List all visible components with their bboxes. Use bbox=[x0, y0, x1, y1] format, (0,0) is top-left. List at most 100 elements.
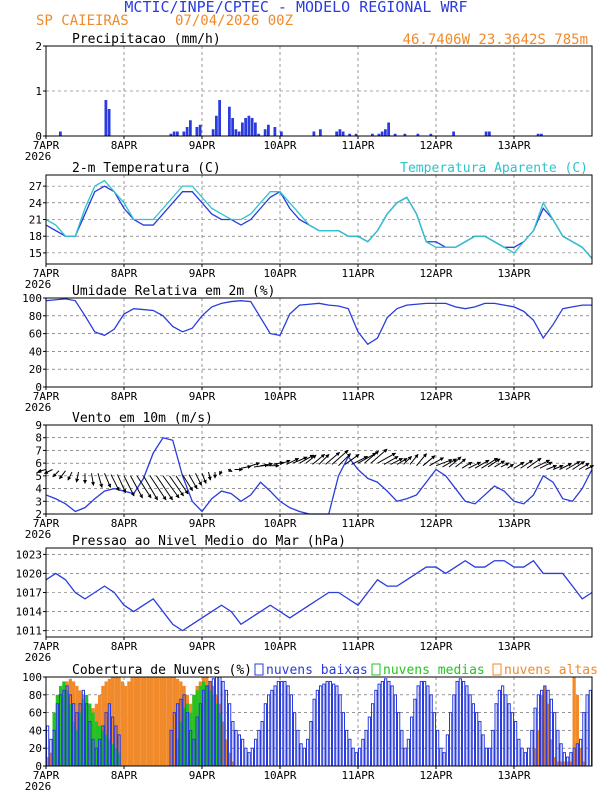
wind-arrow bbox=[312, 453, 326, 465]
wind-arrow bbox=[338, 453, 351, 467]
wind-ytick-label: 8 bbox=[35, 432, 42, 445]
pressure-ytick-label: 1023 bbox=[16, 548, 43, 561]
cloud-bar-nuvens-altas bbox=[553, 757, 557, 766]
precip-bar bbox=[59, 131, 62, 136]
wind-arrow bbox=[416, 453, 427, 467]
precip-bar bbox=[169, 133, 173, 136]
precip-bar bbox=[247, 115, 251, 136]
wind-arrow bbox=[123, 475, 135, 497]
cloud-bar-nuvens-altas bbox=[536, 730, 540, 766]
rh-ytick-label: 40 bbox=[29, 345, 42, 358]
rh-frame bbox=[45, 297, 593, 388]
clouds-ytick-label: 60 bbox=[29, 707, 42, 720]
precip-bar bbox=[176, 131, 179, 136]
wind-ytick-label: 4 bbox=[35, 483, 42, 496]
precip-bar bbox=[387, 122, 391, 136]
cloud-bar-nuvens-altas bbox=[159, 677, 163, 766]
cloud-bar-nuvens-altas bbox=[575, 694, 579, 766]
pressure-xtick-label: 13APR bbox=[497, 640, 530, 653]
cloud-bar-nuvens-medias bbox=[94, 721, 98, 766]
wind-arrow bbox=[526, 457, 542, 469]
wind-arrow bbox=[156, 475, 173, 501]
precip-bar bbox=[280, 131, 283, 136]
clouds-panel: 0 20 40 60 80 100 7APR 8APR 9APR 10APR 11APR 12APR 1… bbox=[22, 663, 598, 793]
wind-arrow bbox=[357, 452, 377, 464]
wind-title: Vento em 10m (m/s) bbox=[72, 411, 213, 426]
wind-arrow bbox=[219, 470, 223, 476]
precip-bar bbox=[241, 122, 244, 136]
wind-ytick-label: 3 bbox=[35, 495, 42, 508]
precip-bar bbox=[257, 133, 261, 136]
pressure-ytick-label: 1014 bbox=[16, 606, 43, 619]
temp-xtick-label: 12APR bbox=[419, 267, 452, 280]
cloud-bar-nuvens-altas bbox=[75, 685, 79, 766]
pressure-ytick-label: 1020 bbox=[16, 567, 43, 580]
rh-year-label: 2026 bbox=[25, 401, 52, 414]
wind-arrow bbox=[37, 468, 47, 473]
wind-arrow bbox=[474, 459, 490, 469]
rh-xtick-label: 9APR bbox=[189, 390, 216, 403]
precip-xtick-label: 7APR bbox=[33, 139, 60, 152]
cloud-bar-nuvens-altas bbox=[156, 677, 160, 766]
cloud-bar-nuvens-altas bbox=[169, 677, 173, 766]
wind-arrow bbox=[461, 461, 473, 469]
wind-arrow bbox=[130, 475, 143, 499]
wind-year-label: 2026 bbox=[25, 528, 52, 541]
wind-frame bbox=[45, 424, 593, 515]
wind-arrow bbox=[188, 474, 198, 490]
wind-arrow bbox=[364, 450, 380, 464]
cloud-bar-nuvens-medias bbox=[75, 730, 79, 766]
cloud-bar-nuvens-altas bbox=[540, 694, 544, 766]
header-run: 07/04/2026 00Z bbox=[175, 13, 293, 29]
clouds-ytick-label: 0 bbox=[35, 760, 42, 773]
cloud-bar-nuvens-altas bbox=[46, 757, 50, 766]
cloud-bar-nuvens-medias bbox=[65, 690, 69, 766]
precip-panel: 0 1 2 7APR 8APR 9APR 10APR 11APR 12APR 13APR 2026 P… bbox=[25, 32, 593, 163]
cloud-bar-nuvens-medias bbox=[192, 694, 196, 766]
rh-xtick-label: 8APR bbox=[111, 390, 138, 403]
rh-xtick-label: 13APR bbox=[497, 390, 530, 403]
temp-ytick-label: 15 bbox=[29, 247, 42, 260]
cloud-bar-nuvens-altas bbox=[533, 748, 537, 766]
cloud-bar-nuvens-medias bbox=[107, 739, 111, 766]
wind-arrow bbox=[201, 473, 207, 484]
temp-year-label: 2026 bbox=[25, 278, 52, 291]
wind-xtick-label: 11APR bbox=[341, 517, 374, 530]
cloud-bar-nuvens-medias bbox=[59, 685, 63, 766]
cloud-bar-nuvens-medias bbox=[176, 739, 180, 766]
cloud-bar-nuvens-medias bbox=[205, 685, 209, 766]
rh-xtick-label: 12APR bbox=[419, 390, 452, 403]
cloud-bar-nuvens-altas bbox=[137, 677, 141, 766]
wind-arrow bbox=[559, 463, 573, 470]
cloud-bar-nuvens-medias bbox=[98, 725, 102, 766]
wind-arrow bbox=[260, 462, 274, 467]
precip-ytick-label: 0 bbox=[35, 130, 42, 143]
cloud-bar-nuvens-altas bbox=[49, 752, 53, 766]
cloud-bar-nuvens-medias bbox=[202, 681, 206, 766]
clouds-title: Cobertura de Nuvens (%) bbox=[72, 663, 252, 678]
rh-xtick-label: 7APR bbox=[33, 390, 60, 403]
wind-xtick-label: 12APR bbox=[419, 517, 452, 530]
pressure-xtick-label: 11APR bbox=[341, 640, 374, 653]
wind-arrow bbox=[494, 460, 506, 468]
cloud-bar-nuvens-altas bbox=[546, 703, 550, 766]
precip-bar bbox=[250, 118, 254, 136]
pressure-xtick-label: 7APR bbox=[33, 640, 60, 653]
clouds-xtick-label: 9APR bbox=[189, 769, 216, 782]
wind-arrow bbox=[207, 471, 212, 481]
cloud-bar-nuvens-altas bbox=[153, 677, 157, 766]
precip-bar bbox=[536, 133, 540, 136]
wind-arrow bbox=[75, 471, 80, 483]
precip-bar bbox=[348, 133, 352, 136]
cloud-bar-nuvens-altas bbox=[572, 677, 576, 766]
precip-bar bbox=[218, 100, 222, 136]
legend-swatch bbox=[371, 663, 381, 676]
precip-bar bbox=[403, 133, 407, 136]
pressure-xtick-label: 8APR bbox=[111, 640, 138, 653]
cloud-bar-nuvens-altas bbox=[543, 685, 547, 766]
cloud-bar-nuvens-medias bbox=[104, 734, 108, 766]
precip-bar bbox=[341, 131, 345, 136]
wind-arrow bbox=[422, 455, 436, 467]
precip-bar bbox=[312, 131, 316, 136]
